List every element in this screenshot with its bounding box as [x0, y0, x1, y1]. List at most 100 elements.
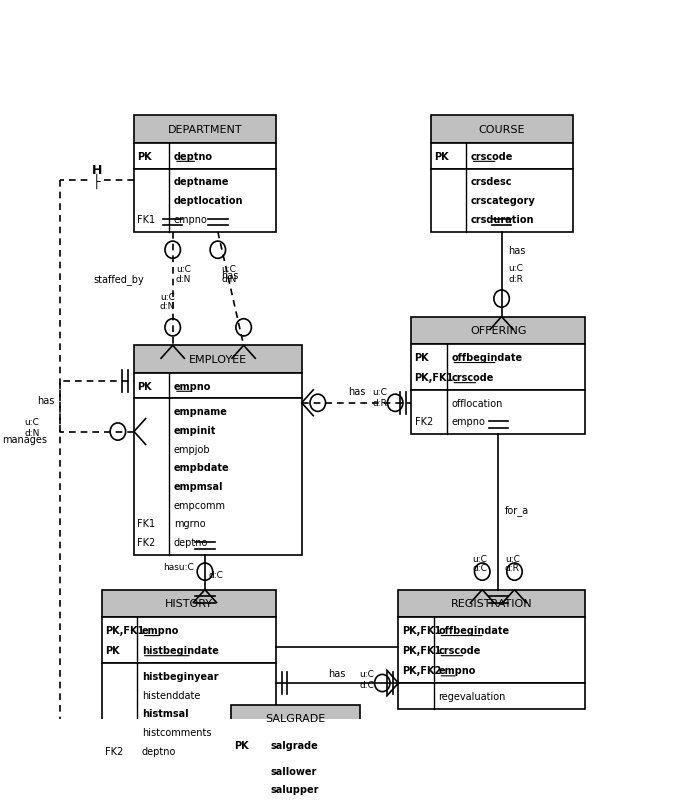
Text: has: has [328, 668, 346, 678]
Text: OFFERING: OFFERING [470, 326, 526, 336]
FancyBboxPatch shape [134, 116, 276, 144]
Text: PK,FK1: PK,FK1 [402, 625, 441, 635]
Text: FK1: FK1 [137, 519, 155, 529]
FancyBboxPatch shape [134, 144, 276, 169]
Text: histmsal: histmsal [141, 708, 188, 719]
Text: PK: PK [137, 152, 152, 161]
Text: PK: PK [434, 152, 448, 161]
Text: d:R: d:R [505, 564, 520, 573]
Text: crscode: crscode [471, 152, 513, 161]
FancyBboxPatch shape [431, 116, 573, 144]
Text: u:C: u:C [473, 554, 487, 563]
Text: empno: empno [174, 215, 208, 225]
Text: COURSE: COURSE [478, 125, 525, 135]
Text: empno: empno [438, 665, 476, 675]
Text: FK2: FK2 [137, 537, 155, 548]
Text: u:C: u:C [160, 292, 175, 302]
Text: empno: empno [141, 625, 179, 635]
Text: empcomm: empcomm [174, 500, 226, 510]
Text: d:R: d:R [373, 399, 388, 407]
Text: hasu:C: hasu:C [163, 563, 194, 572]
Text: manages: manages [2, 435, 47, 445]
Text: PK,FK1: PK,FK1 [415, 372, 454, 383]
Text: FK1: FK1 [137, 215, 155, 225]
Text: DEPARTMENT: DEPARTMENT [168, 125, 242, 135]
FancyBboxPatch shape [431, 144, 573, 169]
FancyBboxPatch shape [134, 399, 302, 556]
Text: crscategory: crscategory [471, 196, 535, 206]
Text: crscode: crscode [438, 645, 481, 655]
FancyBboxPatch shape [134, 346, 302, 373]
Text: u:C: u:C [24, 418, 39, 427]
Text: mgrno: mgrno [174, 519, 206, 529]
Text: SALGRADE: SALGRADE [265, 713, 326, 723]
Text: u:C: u:C [359, 669, 375, 678]
Text: histenddate: histenddate [141, 690, 200, 699]
FancyBboxPatch shape [134, 169, 276, 233]
Text: d:C: d:C [208, 570, 223, 579]
FancyBboxPatch shape [101, 589, 276, 617]
FancyBboxPatch shape [134, 373, 302, 399]
Text: d:R: d:R [508, 274, 523, 283]
Text: for_a: for_a [505, 504, 529, 515]
Text: empno: empno [174, 381, 211, 391]
FancyBboxPatch shape [411, 344, 585, 391]
FancyBboxPatch shape [230, 758, 359, 802]
Text: PK: PK [105, 645, 119, 655]
Text: salgrade: salgrade [270, 740, 319, 750]
Text: crsduration: crsduration [471, 215, 534, 225]
FancyBboxPatch shape [101, 663, 276, 764]
Text: u:C: u:C [373, 387, 388, 397]
FancyBboxPatch shape [411, 391, 585, 435]
Text: u:C: u:C [221, 265, 236, 274]
Text: empno: empno [451, 417, 485, 427]
Text: d:N: d:N [176, 274, 191, 283]
FancyBboxPatch shape [398, 683, 585, 709]
Text: FK2: FK2 [415, 417, 433, 427]
Text: d:C: d:C [359, 680, 375, 689]
Text: d:N: d:N [24, 428, 40, 438]
Text: crsdesc: crsdesc [471, 177, 512, 187]
Text: HISTORY: HISTORY [165, 598, 213, 609]
Text: d:N: d:N [160, 302, 175, 310]
Text: has: has [348, 387, 365, 397]
Text: PK,FK2: PK,FK2 [402, 665, 441, 675]
Text: histbeginyear: histbeginyear [141, 671, 218, 681]
Text: H: H [92, 164, 102, 177]
FancyBboxPatch shape [230, 732, 359, 758]
Text: histcomments: histcomments [141, 727, 211, 737]
Text: PK,FK1: PK,FK1 [105, 625, 144, 635]
FancyBboxPatch shape [230, 705, 359, 732]
Text: has: has [508, 245, 525, 255]
Text: crscode: crscode [451, 372, 493, 383]
Text: ├: ├ [93, 173, 101, 188]
Text: deptno: deptno [174, 152, 213, 161]
FancyBboxPatch shape [398, 617, 585, 683]
Text: offbegindate: offbegindate [438, 625, 509, 635]
FancyBboxPatch shape [398, 589, 585, 617]
Text: deptno: deptno [174, 537, 208, 548]
Text: staffed_by: staffed_by [93, 274, 144, 285]
Text: PK,FK1: PK,FK1 [402, 645, 441, 655]
Text: PK: PK [137, 381, 152, 391]
Text: deptlocation: deptlocation [174, 196, 244, 206]
Text: has: has [221, 270, 239, 281]
Text: EMPLOYEE: EMPLOYEE [189, 354, 247, 364]
Text: u:C: u:C [508, 264, 523, 273]
Text: salupper: salupper [270, 784, 319, 794]
Text: u:C: u:C [505, 554, 520, 563]
Text: has: has [37, 395, 55, 405]
FancyBboxPatch shape [411, 317, 585, 344]
Text: FK2: FK2 [105, 746, 124, 755]
Text: PK: PK [234, 740, 248, 750]
Text: empname: empname [174, 407, 228, 417]
Text: REGISTRATION: REGISTRATION [451, 598, 533, 609]
Text: PK: PK [415, 352, 429, 363]
Text: d:N: d:N [221, 274, 237, 283]
Text: histbegindate: histbegindate [141, 645, 219, 655]
Text: u:C: u:C [176, 265, 191, 274]
Text: empbdate: empbdate [174, 463, 230, 473]
Text: offbegindate: offbegindate [451, 352, 522, 363]
FancyBboxPatch shape [101, 617, 276, 663]
Text: deptname: deptname [174, 177, 230, 187]
